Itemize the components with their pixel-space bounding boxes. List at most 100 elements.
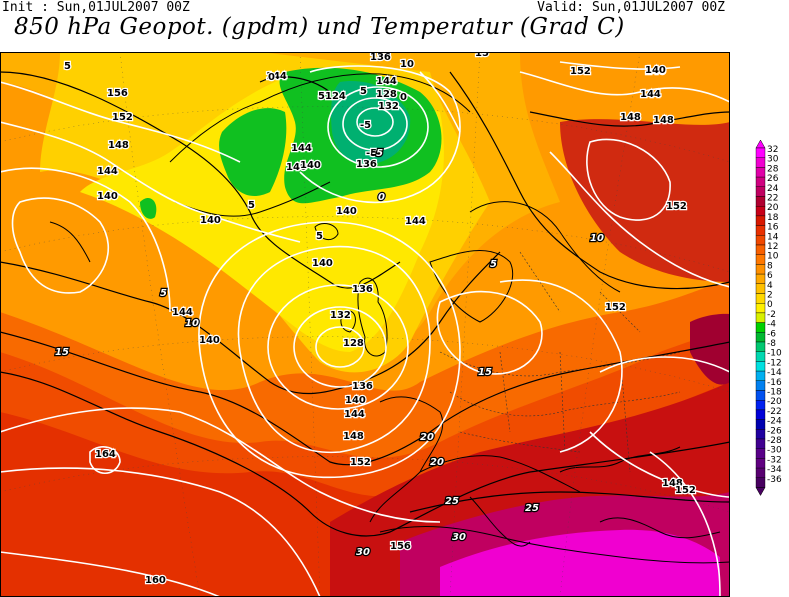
temperature-label: 30 — [356, 547, 370, 558]
legend-label: 12 — [767, 242, 778, 252]
geopotential-label: 140 — [645, 65, 666, 76]
legend-cell — [755, 273, 766, 285]
legend-label: 8 — [767, 261, 773, 271]
legend-cell — [755, 196, 766, 207]
geopotential-label: 5 — [316, 231, 323, 242]
legend-cell — [755, 205, 766, 217]
legend-label: -36 — [767, 475, 782, 485]
legend-cell — [755, 477, 766, 488]
legend-cell — [755, 244, 766, 255]
geopotential-label: 160 — [145, 575, 166, 586]
legend-cell — [755, 147, 766, 158]
geopotential-label: 132 — [378, 101, 399, 112]
geopotential-label: 5 — [248, 200, 255, 211]
legend-label: -20 — [767, 397, 782, 407]
legend-label: 2 — [767, 291, 773, 301]
geopotential-label: 124 — [325, 91, 346, 102]
legend-cell — [755, 235, 766, 246]
temperature-label: 10 — [590, 233, 604, 244]
legend-cell — [755, 176, 766, 187]
legend-cell — [755, 332, 766, 343]
temp-field-east-20 — [560, 119, 730, 282]
geopotential-label: 5 — [318, 91, 325, 102]
legend-label: 18 — [767, 213, 779, 223]
legend-label: 26 — [767, 174, 779, 184]
geopotential-label: 152 — [675, 485, 696, 496]
legend-cell — [755, 409, 766, 420]
legend-label: 6 — [767, 271, 773, 281]
geopotential-label: 15 — [475, 52, 489, 59]
geopotential-label: 152 — [605, 302, 626, 313]
legend-label: -30 — [767, 446, 782, 456]
legend-cell — [755, 467, 766, 479]
legend-label: 10 — [767, 252, 779, 262]
legend-cell — [755, 215, 766, 226]
legend-label: 14 — [767, 232, 779, 242]
geopotential-label: 144 — [266, 71, 287, 82]
geopotential-label: 136 — [352, 284, 373, 295]
map-title: 850 hPa Geopot. (gpdm) und Temperatur (G… — [14, 14, 625, 40]
geopotential-label: -5 — [360, 120, 371, 131]
legend-label: 24 — [767, 184, 779, 194]
temperature-label: 10 — [185, 318, 199, 329]
geopotential-label: 5 — [64, 61, 71, 72]
legend-cell — [755, 370, 766, 382]
legend-label: 22 — [767, 194, 778, 204]
geopotential-label: 144 — [172, 307, 193, 318]
geopotential-label: 132 — [330, 310, 351, 321]
geopotential-label: 148 — [662, 478, 683, 489]
legend-cell — [755, 419, 766, 430]
temperature-label: 25 — [525, 503, 539, 514]
temperature-contours — [0, 71, 730, 537]
legend-cell — [755, 400, 766, 411]
legend-cell — [755, 157, 766, 168]
temperature-label: -5 — [372, 148, 383, 159]
geopotential-label: 148 — [620, 112, 641, 123]
legend-cell — [755, 351, 766, 362]
temperature-label: 25 — [445, 496, 459, 507]
legend-label: -14 — [767, 368, 782, 378]
temp-field-minus4b — [219, 108, 287, 197]
legend-label: 20 — [767, 203, 779, 213]
geopotential-label: 10 — [400, 59, 414, 70]
legend-label: 30 — [767, 155, 779, 165]
legend-label: -28 — [767, 436, 782, 446]
geopotential-label: 140 — [300, 160, 321, 171]
legend-label: -32 — [767, 455, 782, 465]
temperature-label: 30 — [452, 532, 466, 543]
geopotential-label: 140 — [200, 215, 221, 226]
temperature-label: 15 — [478, 367, 492, 378]
temp-field-minus4c — [140, 197, 157, 219]
geopotential-label: 144 — [344, 409, 365, 420]
valid-time: Valid: Sun,01JUL2007 00Z — [537, 0, 725, 15]
legend-label: 16 — [767, 223, 779, 233]
geopotential-label: 152 — [112, 112, 133, 123]
temperature-label: 20 — [430, 457, 444, 468]
legend-cell — [755, 225, 766, 236]
legend-label: -10 — [767, 349, 782, 359]
geopotential-label: 136 — [352, 381, 373, 392]
legend-arrow-top — [755, 140, 766, 149]
legend-cell — [755, 186, 766, 197]
geopotential-label: 148 — [343, 431, 364, 442]
legend-label: -26 — [767, 426, 782, 436]
geopotential-contours — [0, 61, 730, 597]
legend-cell — [755, 167, 766, 178]
legend-cell — [755, 283, 766, 294]
legend-cell — [755, 293, 766, 304]
geopotential-label: 144 — [405, 216, 426, 227]
legend-label: -18 — [767, 388, 782, 398]
geopotential-label: -5 — [366, 148, 377, 159]
geopotential-label: 0 — [268, 72, 275, 83]
geopotential-label: 140 — [645, 66, 666, 77]
geopotential-label: 140 — [312, 258, 333, 269]
init-time: Init : Sun,01JUL2007 00Z — [2, 0, 190, 15]
legend-cell — [755, 448, 766, 459]
geopotential-label: 144 — [291, 143, 312, 154]
legend-label: 32 — [767, 145, 778, 155]
legend-label: 4 — [767, 281, 773, 291]
geopotential-label: 136 — [356, 159, 377, 170]
geopotential-label: 140 — [97, 191, 118, 202]
temp-field-30 — [440, 529, 720, 597]
